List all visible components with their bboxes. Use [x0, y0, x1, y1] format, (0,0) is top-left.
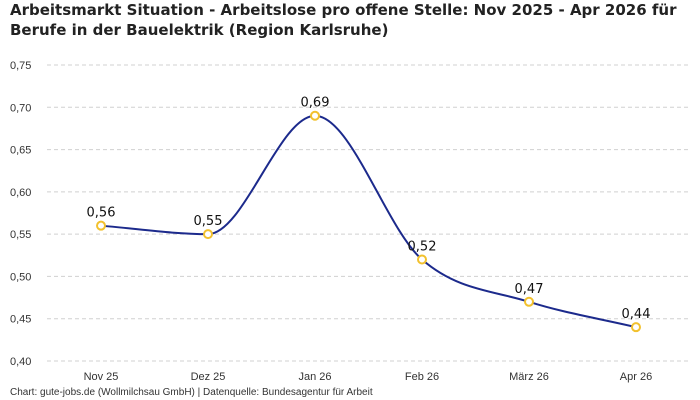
y-tick-label: 0,75: [10, 60, 31, 72]
x-tick-label: Dez 25: [191, 371, 226, 383]
y-tick-label: 0,60: [10, 187, 31, 199]
series-line: [100, 114, 637, 329]
x-tick-label: Nov 25: [84, 371, 119, 383]
data-label: 0,44: [622, 307, 651, 322]
y-tick-label: 0,50: [10, 271, 31, 283]
x-axis: Nov 25 Dez 25 Jan 26 Feb 26 März 26 Apr 26: [84, 371, 653, 383]
y-tick-label: 0,55: [10, 229, 31, 241]
series-line-group: [100, 114, 637, 329]
x-tick-label: März 26: [509, 371, 549, 383]
data-label: 0,69: [301, 96, 330, 111]
chart-title-line-1: Arbeitsmarkt Situation - Arbeitslose pro…: [10, 1, 677, 19]
data-label: 0,56: [87, 206, 116, 221]
y-tick-label: 0,65: [10, 145, 31, 157]
x-tick-label: Apr 26: [620, 371, 652, 383]
y-tick-label: 0,70: [10, 102, 31, 114]
y-axis: 0,40 0,45 0,50 0,55 0,60 0,65 0,70 0,75: [10, 60, 31, 368]
x-tick-label: Jan 26: [298, 371, 331, 383]
source-footer: Chart: gute-jobs.de (Wollmilchsau GmbH) …: [10, 387, 373, 398]
data-point: [96, 220, 106, 231]
y-tick-label: 0,45: [10, 314, 31, 326]
data-label: 0,47: [515, 282, 544, 297]
data-labels: 0,56 0,55 0,69 0,52 0,47 0,44: [87, 96, 651, 322]
data-label: 0,55: [194, 214, 223, 229]
x-tick-label: Feb 26: [405, 371, 439, 383]
data-point: [417, 254, 427, 265]
data-label: 0,52: [408, 240, 437, 255]
y-tick-label: 0,40: [10, 356, 31, 368]
data-point: [203, 229, 213, 240]
data-points: [96, 110, 641, 333]
data-point: [310, 110, 320, 121]
gridlines: [47, 64, 690, 362]
chart-title: Arbeitsmarkt Situation - Arbeitslose pro…: [10, 0, 690, 40]
data-point: [631, 322, 641, 333]
chart-title-line-2: Berufe in der Bauelektrik (Region Karlsr…: [10, 21, 389, 39]
data-point: [524, 296, 534, 307]
